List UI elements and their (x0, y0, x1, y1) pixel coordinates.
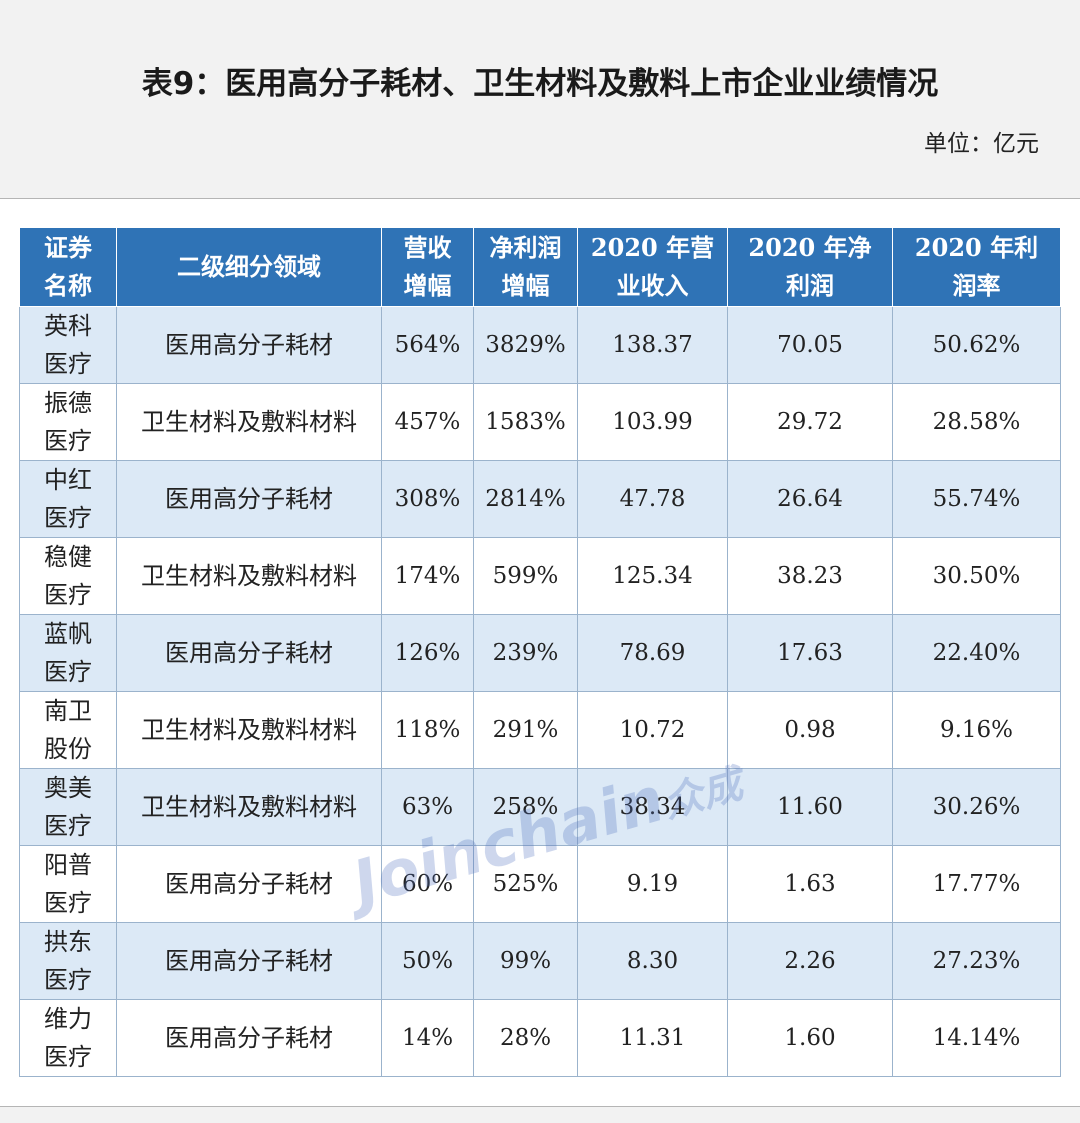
revenue-growth-cell: 118% (381, 691, 474, 769)
subfield-cell: 卫生材料及敷料材料 (116, 537, 382, 615)
revenue-cell: 125.34 (577, 537, 728, 615)
table-row: 南卫股份 卫生材料及敷料材料 118% 291% 10.72 0.98 9.16% (19, 691, 1061, 769)
company-name-cell: 维力医疗 (19, 999, 117, 1077)
profit-growth-cell: 1583% (473, 383, 578, 461)
table-row: 维力医疗 医用高分子耗材 14% 28% 11.31 1.60 14.14% (19, 999, 1061, 1077)
subfield-cell: 卫生材料及敷料材料 (116, 691, 382, 769)
table-row: 中红医疗 医用高分子耗材 308% 2814% 47.78 26.64 55.74% (19, 460, 1061, 538)
margin-cell: 28.58% (892, 383, 1061, 461)
net-profit-cell: 1.60 (727, 999, 893, 1077)
margin-cell: 55.74% (892, 460, 1061, 538)
revenue-cell: 38.34 (577, 768, 728, 846)
profit-growth-cell: 599% (473, 537, 578, 615)
revenue-growth-cell: 174% (381, 537, 474, 615)
revenue-cell: 11.31 (577, 999, 728, 1077)
company-name-cell: 稳健医疗 (19, 537, 117, 615)
column-header: 二级细分领域 (116, 227, 382, 307)
margin-cell: 17.77% (892, 845, 1061, 923)
company-name-cell: 奥美医疗 (19, 768, 117, 846)
table-row: 奥美医疗 卫生材料及敷料材料 63% 258% 38.34 11.60 30.26% (19, 768, 1061, 846)
profit-growth-cell: 28% (473, 999, 578, 1077)
revenue-growth-cell: 564% (381, 306, 474, 384)
revenue-growth-cell: 63% (381, 768, 474, 846)
subfield-cell: 卫生材料及敷料材料 (116, 768, 382, 846)
table-header-row: 证券名称 二级细分领域 营收增幅 净利润增幅 2020 年营业收入 2020 年… (19, 227, 1061, 307)
profit-growth-cell: 2814% (473, 460, 578, 538)
revenue-growth-cell: 50% (381, 922, 474, 1000)
company-name-cell: 阳普医疗 (19, 845, 117, 923)
company-name-cell: 振德医疗 (19, 383, 117, 461)
table-title: 表9：医用高分子耗材、卫生材料及敷料上市企业业绩情况 (141, 66, 939, 102)
table-row: 拱东医疗 医用高分子耗材 50% 99% 8.30 2.26 27.23% (19, 922, 1061, 1000)
column-header: 净利润增幅 (473, 227, 578, 307)
revenue-growth-cell: 126% (381, 614, 474, 692)
revenue-cell: 138.37 (577, 306, 728, 384)
revenue-cell: 9.19 (577, 845, 728, 923)
revenue-cell: 10.72 (577, 691, 728, 769)
net-profit-cell: 17.63 (727, 614, 893, 692)
margin-cell: 14.14% (892, 999, 1061, 1077)
margin-cell: 22.40% (892, 614, 1061, 692)
subfield-cell: 医用高分子耗材 (116, 845, 382, 923)
profit-growth-cell: 291% (473, 691, 578, 769)
table-row: 英科医疗 医用高分子耗材 564% 3829% 138.37 70.05 50.62% (19, 306, 1061, 384)
subfield-cell: 医用高分子耗材 (116, 306, 382, 384)
table-row: 振德医疗 卫生材料及敷料材料 457% 1583% 103.99 29.72 28.58% (19, 383, 1061, 461)
table-row: 蓝帆医疗 医用高分子耗材 126% 239% 78.69 17.63 22.40% (19, 614, 1061, 692)
margin-cell: 27.23% (892, 922, 1061, 1000)
revenue-cell: 47.78 (577, 460, 728, 538)
subfield-cell: 医用高分子耗材 (116, 460, 382, 538)
net-profit-cell: 2.26 (727, 922, 893, 1000)
revenue-cell: 103.99 (577, 383, 728, 461)
company-name-cell: 蓝帆医疗 (19, 614, 117, 692)
revenue-cell: 8.30 (577, 922, 728, 1000)
column-header: 2020 年利润率 (892, 227, 1061, 307)
subfield-cell: 医用高分子耗材 (116, 999, 382, 1077)
title-panel: 表9：医用高分子耗材、卫生材料及敷料上市企业业绩情况 单位：亿元 (0, 0, 1080, 199)
margin-cell: 30.50% (892, 537, 1061, 615)
table-row: 稳健医疗 卫生材料及敷料材料 174% 599% 125.34 38.23 30.50% (19, 537, 1061, 615)
profit-growth-cell: 258% (473, 768, 578, 846)
margin-cell: 30.26% (892, 768, 1061, 846)
table-row: 阳普医疗 医用高分子耗材 60% 525% 9.19 1.63 17.77% (19, 845, 1061, 923)
company-name-cell: 拱东医疗 (19, 922, 117, 1000)
net-profit-cell: 0.98 (727, 691, 893, 769)
revenue-growth-cell: 60% (381, 845, 474, 923)
net-profit-cell: 11.60 (727, 768, 893, 846)
net-profit-cell: 29.72 (727, 383, 893, 461)
profit-growth-cell: 525% (473, 845, 578, 923)
profit-growth-cell: 99% (473, 922, 578, 1000)
profit-growth-cell: 3829% (473, 306, 578, 384)
revenue-growth-cell: 457% (381, 383, 474, 461)
profit-growth-cell: 239% (473, 614, 578, 692)
column-header: 营收增幅 (381, 227, 474, 307)
net-profit-cell: 1.63 (727, 845, 893, 923)
margin-cell: 9.16% (892, 691, 1061, 769)
column-header: 证券名称 (19, 227, 117, 307)
performance-table: 证券名称 二级细分领域 营收增幅 净利润增幅 2020 年营业收入 2020 年… (19, 227, 1061, 1077)
margin-cell: 50.62% (892, 306, 1061, 384)
net-profit-cell: 38.23 (727, 537, 893, 615)
subfield-cell: 卫生材料及敷料材料 (116, 383, 382, 461)
revenue-cell: 78.69 (577, 614, 728, 692)
column-header: 2020 年净利润 (727, 227, 893, 307)
net-profit-cell: 70.05 (727, 306, 893, 384)
company-name-cell: 南卫股份 (19, 691, 117, 769)
unit-label: 单位：亿元 (924, 131, 1039, 157)
subfield-cell: 医用高分子耗材 (116, 922, 382, 1000)
subfield-cell: 医用高分子耗材 (116, 614, 382, 692)
revenue-growth-cell: 14% (381, 999, 474, 1077)
company-name-cell: 英科医疗 (19, 306, 117, 384)
net-profit-cell: 26.64 (727, 460, 893, 538)
company-name-cell: 中红医疗 (19, 460, 117, 538)
column-header: 2020 年营业收入 (577, 227, 728, 307)
revenue-growth-cell: 308% (381, 460, 474, 538)
bottom-panel (0, 1106, 1080, 1123)
